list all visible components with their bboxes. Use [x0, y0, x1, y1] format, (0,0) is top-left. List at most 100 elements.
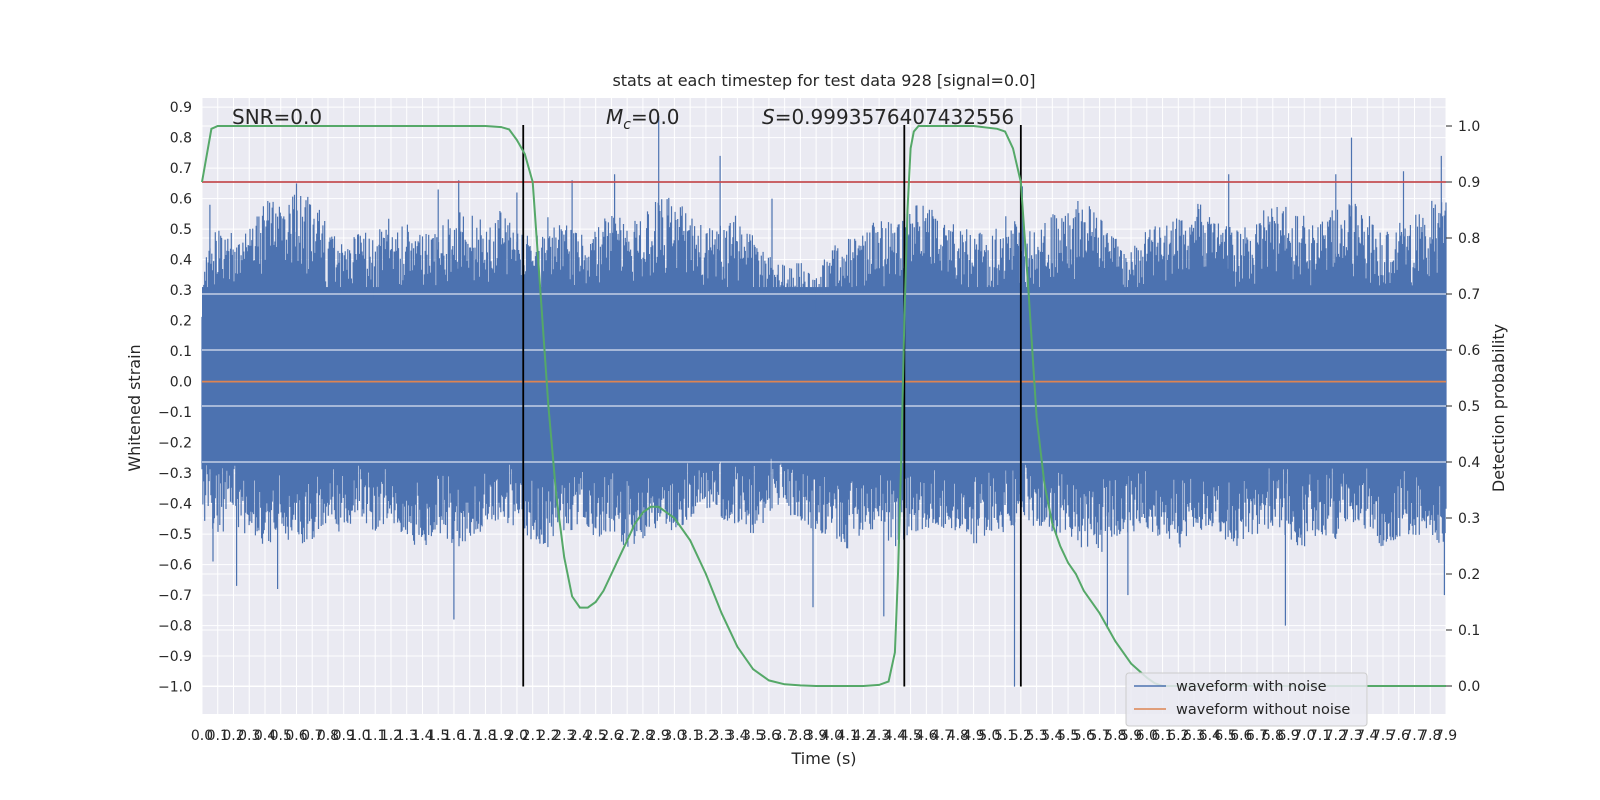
x-tick-label: 0.5: [270, 728, 292, 744]
x-tick-label: 6.2: [1167, 728, 1189, 744]
x-tick-label: 1.8: [474, 728, 496, 744]
y-tick-label-left: −0.2: [158, 436, 192, 452]
x-tick-label: 4.9: [962, 728, 984, 744]
x-tick-label: 0.6: [285, 728, 307, 744]
legend-box: [1125, 672, 1368, 727]
y-tick-label-left: 0.2: [170, 314, 192, 330]
y-tick-label-right: 1.0: [1458, 119, 1480, 135]
y-tick-label-left: 0.7: [170, 161, 192, 177]
y-tick-label-left: 0.9: [170, 100, 192, 116]
y-tick-label-left: −0.5: [158, 527, 192, 543]
x-tick-label: 7.1: [1309, 728, 1331, 744]
x-tick-label: 0.7: [301, 728, 323, 744]
mc-value: =0.0: [631, 105, 680, 129]
x-tick-label: 3.0: [663, 728, 685, 744]
x-tick-label: 7.7: [1403, 728, 1425, 744]
chart-title: stats at each timestep for test data 928…: [612, 71, 1035, 90]
legend-label-noise: waveform with noise: [1176, 679, 1327, 695]
x-tick-label: 6.6: [1230, 728, 1252, 744]
x-tick-label: 0.8: [317, 728, 339, 744]
x-tick-label: 5.9: [1120, 728, 1142, 744]
x-tick-label: 3.5: [742, 728, 764, 744]
y-tick-label-left: 0.3: [170, 283, 192, 299]
x-tick-label: 1.1: [364, 728, 386, 744]
x-tick-label: 7.8: [1419, 728, 1441, 744]
y-tick-label-right: 0.3: [1458, 511, 1480, 527]
s-value: =0.9993576407432556: [775, 105, 1014, 129]
x-tick-label: 1.5: [427, 728, 449, 744]
x-tick-label: 2.9: [648, 728, 670, 744]
overlay-lines: [201, 125, 1446, 687]
x-tick-label: 2.7: [616, 728, 638, 744]
x-tick-label: 3.8: [789, 728, 811, 744]
y-tick-label-right: 0.9: [1458, 175, 1480, 191]
x-tick-label: 1.6: [443, 728, 465, 744]
x-tick-label: 4.0: [821, 728, 843, 744]
y-tick-label-right: 0.7: [1458, 287, 1480, 303]
axes: 0.00.10.20.30.40.50.60.70.80.91.01.11.21…: [158, 100, 1480, 744]
y-tick-label-left: 0.1: [170, 344, 192, 360]
y-tick-label-right: 0.0: [1458, 679, 1480, 695]
x-tick-label: 3.6: [758, 728, 780, 744]
x-tick-label: 5.8: [1104, 728, 1126, 744]
mc-symbol: M: [606, 105, 623, 129]
x-tick-label: 0.1: [207, 728, 229, 744]
x-tick-label: 7.9: [1435, 728, 1457, 744]
y-tick-label-left: −0.9: [158, 649, 192, 665]
x-tick-label: 2.3: [553, 728, 575, 744]
x-tick-label: 6.7: [1246, 728, 1268, 744]
x-tick-label: 0.3: [238, 728, 260, 744]
y-tick-label-left: 0.5: [170, 222, 192, 238]
x-tick-label: 7.5: [1372, 728, 1394, 744]
x-tick-label: 4.4: [884, 728, 906, 744]
x-tick-label: 5.3: [1025, 728, 1047, 744]
x-tick-label: 0.9: [333, 728, 355, 744]
x-tick-label: 2.6: [600, 728, 622, 744]
x-tick-label: 2.2: [537, 728, 559, 744]
x-axis-label: Time (s): [790, 749, 856, 768]
x-tick-label: 4.7: [931, 728, 953, 744]
x-tick-label: 4.6: [915, 728, 937, 744]
x-tick-label: 5.2: [1010, 728, 1032, 744]
x-tick-label: 6.1: [1151, 728, 1173, 744]
x-tick-label: 5.5: [1057, 728, 1079, 744]
x-tick-label: 3.3: [711, 728, 733, 744]
y-tick-label-left: 0.8: [170, 131, 192, 147]
x-tick-label: 4.1: [836, 728, 858, 744]
y-tick-label-left: −0.4: [158, 497, 192, 513]
mc-subscript: c: [623, 117, 631, 133]
y-tick-label-left: −1.0: [158, 680, 192, 696]
x-tick-label: 3.7: [774, 728, 796, 744]
x-tick-label: 1.2: [380, 728, 402, 744]
y-tick-label-left: 0.6: [170, 192, 192, 208]
x-tick-label: 7.2: [1325, 728, 1347, 744]
x-tick-label: 7.4: [1356, 728, 1378, 744]
x-tick-label: 1.3: [396, 728, 418, 744]
x-tick-label: 7.6: [1388, 728, 1410, 744]
strain-trace: [201, 116, 1447, 687]
y-tick-label-right: 0.2: [1458, 567, 1480, 583]
y-tick-label-left: −0.1: [158, 405, 192, 421]
x-tick-label: 2.1: [522, 728, 544, 744]
x-tick-label: 1.9: [490, 728, 512, 744]
y-tick-label-left: −0.3: [158, 466, 192, 482]
x-tick-label: 5.4: [1041, 728, 1063, 744]
x-tick-label: 0.0: [191, 728, 213, 744]
x-tick-label: 4.2: [852, 728, 874, 744]
x-tick-label: 2.8: [632, 728, 654, 744]
x-tick-label: 4.8: [947, 728, 969, 744]
x-tick-label: 3.4: [726, 728, 748, 744]
x-tick-label: 1.0: [348, 728, 370, 744]
strain-series: [201, 116, 1447, 687]
x-tick-label: 6.5: [1214, 728, 1236, 744]
x-tick-label: 1.4: [411, 728, 433, 744]
x-tick-label: 7.3: [1340, 728, 1362, 744]
y-tick-label-left: 0.0: [170, 375, 192, 391]
legend-label-clean: waveform without noise: [1176, 702, 1350, 718]
y-tick-label-right: 0.5: [1458, 399, 1480, 415]
y-tick-label-right: 0.4: [1458, 455, 1480, 471]
x-tick-label: 4.5: [899, 728, 921, 744]
x-tick-label: 6.8: [1262, 728, 1284, 744]
